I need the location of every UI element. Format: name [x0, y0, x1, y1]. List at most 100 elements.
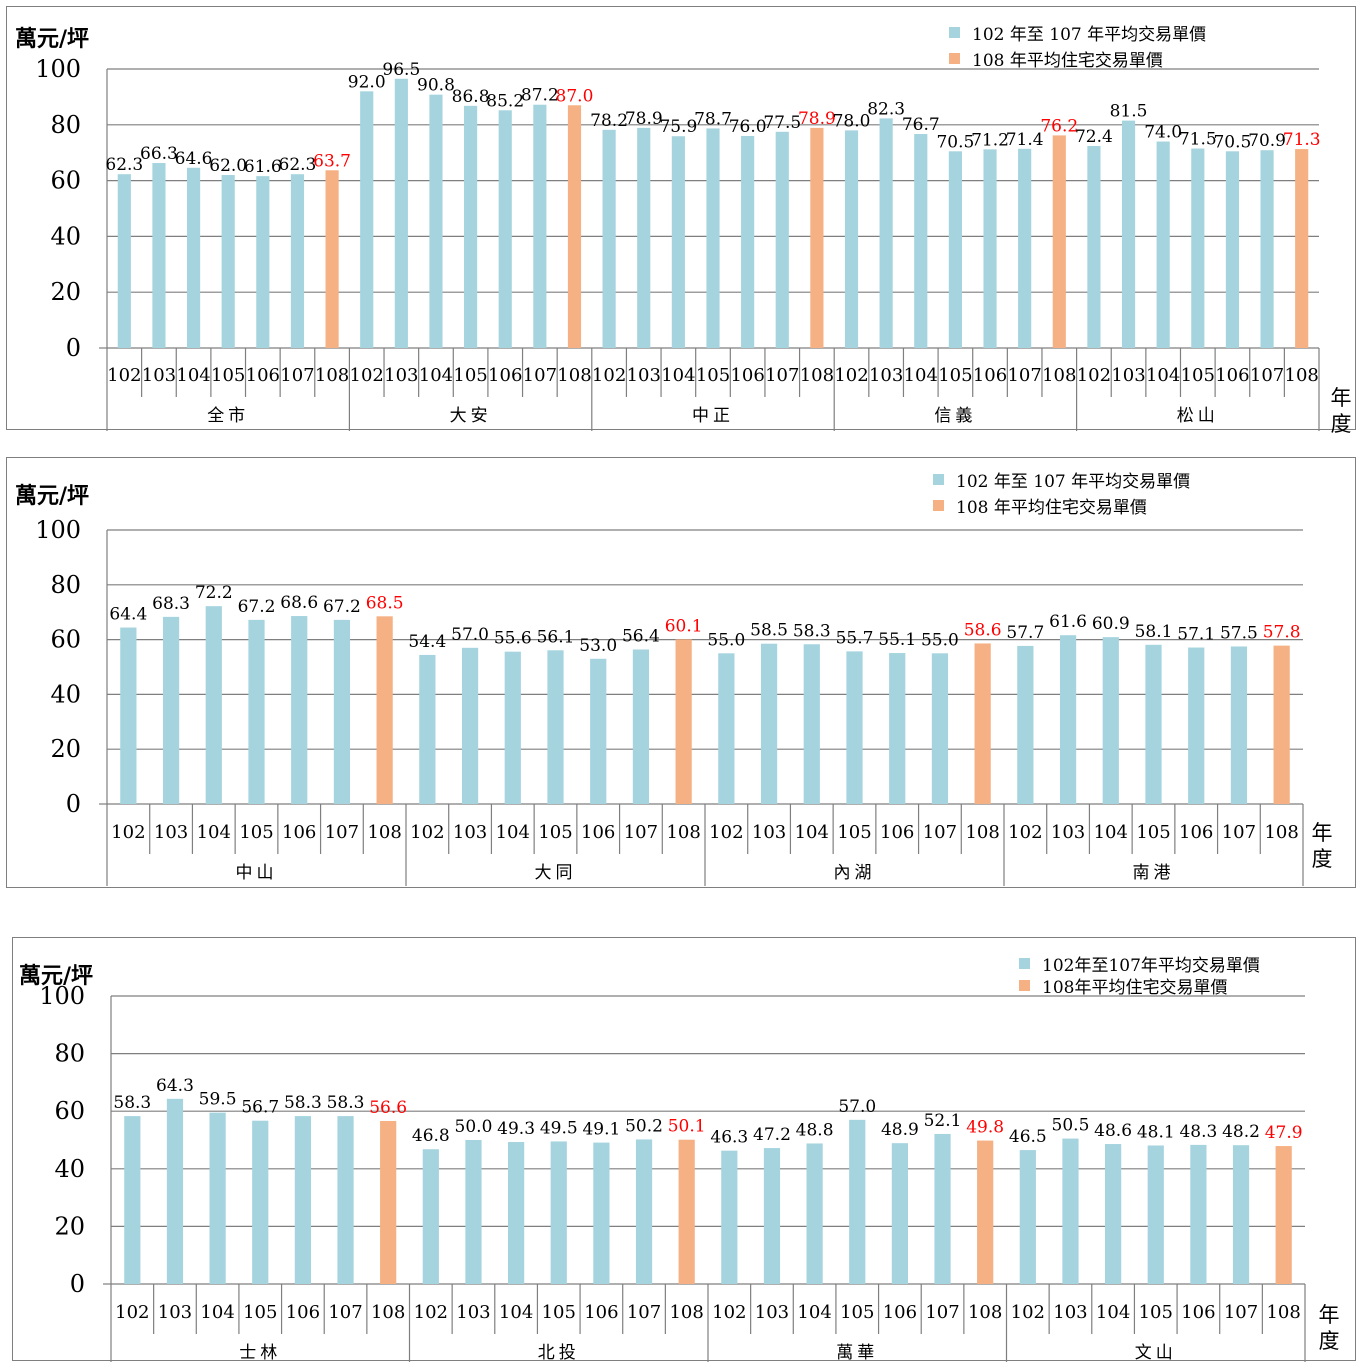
bar-prior	[914, 134, 928, 348]
data-label: 48.8	[796, 1120, 834, 1140]
bar-prior	[1121, 120, 1136, 349]
year-tick-label: 108	[1285, 365, 1319, 386]
x-axis-title-line-1: 年	[1311, 821, 1333, 845]
data-label: 78.9	[798, 109, 836, 129]
data-label: 70.5	[936, 132, 974, 152]
bar-prior	[124, 1116, 141, 1284]
bar-prior	[290, 174, 305, 348]
data-label: 78.7	[694, 109, 732, 129]
year-tick-label: 107	[765, 365, 799, 386]
bar-prior	[152, 163, 166, 348]
year-tick-label: 106	[883, 1302, 917, 1323]
bar-prior	[632, 649, 650, 804]
year-tick-label: 105	[239, 822, 273, 843]
bar-prior	[1260, 150, 1274, 348]
year-tick-label: 102	[834, 365, 868, 386]
x-axis-title-line-2: 度	[1330, 412, 1352, 436]
data-label: 57.1	[1177, 625, 1215, 645]
bar-prior	[934, 1133, 951, 1284]
data-label: 57.8	[1263, 623, 1301, 643]
data-label: 55.7	[836, 628, 874, 648]
year-tick-label: 107	[1222, 822, 1256, 843]
bar-108	[376, 616, 393, 804]
bar-prior	[1062, 1138, 1079, 1284]
year-tick-label: 105	[1181, 365, 1215, 386]
data-label: 82.3	[867, 99, 905, 119]
data-label: 57.0	[838, 1097, 876, 1117]
legend-label-prior: 102年至107年平均交易單價	[1042, 955, 1260, 976]
bar-prior	[291, 616, 308, 804]
y-tick-label: 60	[50, 626, 81, 654]
data-label: 78.9	[625, 109, 663, 129]
bar-prior	[637, 127, 651, 348]
bar-prior	[221, 175, 235, 348]
bar-chart-2: 0 20 40 60 80 100 64.4 102 68.3 103 72.2 104 67.2 105…	[35, 516, 1304, 886]
bar-prior	[1191, 148, 1205, 348]
year-tick-label: 104	[197, 822, 231, 843]
year-tick-label: 107	[1224, 1302, 1258, 1323]
data-label: 49.5	[540, 1118, 578, 1138]
year-tick-label: 103	[142, 365, 176, 386]
data-label: 66.3	[140, 144, 178, 164]
bar-prior	[248, 619, 265, 804]
bar-prior	[879, 118, 893, 349]
bar-prior	[1188, 647, 1205, 804]
data-label: 52.1	[924, 1111, 962, 1131]
chart-panel-3: 萬元/坪 102年至107年平均交易單價 108年平均住宅交易單價 年 度 0 2…	[12, 937, 1356, 1362]
bar-prior	[1059, 635, 1077, 804]
bar-prior	[844, 130, 859, 348]
year-tick-label: 102	[592, 365, 626, 386]
data-label: 62.3	[105, 155, 143, 175]
bar-108	[1273, 645, 1290, 804]
district-label: 中山	[236, 863, 278, 883]
data-label: 48.1	[1137, 1122, 1175, 1142]
data-label: 50.0	[455, 1117, 493, 1137]
y-tick-label: 0	[66, 790, 81, 818]
year-tick-label: 106	[973, 365, 1007, 386]
data-label: 96.5	[382, 60, 420, 80]
data-label: 55.0	[921, 630, 959, 650]
y-tick-label: 40	[50, 680, 81, 708]
bar-prior	[360, 91, 374, 348]
data-label: 76.0	[729, 117, 767, 137]
year-tick-label: 104	[1094, 822, 1128, 843]
bar-prior	[635, 1139, 653, 1284]
data-label: 70.9	[1248, 131, 1286, 151]
year-tick-label: 105	[840, 1302, 874, 1323]
bar-prior	[394, 78, 408, 348]
y-tick-label: 100	[35, 516, 81, 544]
legend-label-current: 108 年平均住宅交易單價	[956, 497, 1147, 518]
year-tick-label: 108	[315, 365, 349, 386]
district-label: 士林	[239, 1343, 281, 1362]
bar-108	[678, 1139, 695, 1284]
bar-prior	[775, 131, 789, 348]
bar-prior	[162, 616, 180, 804]
data-label: 61.6	[1049, 612, 1087, 632]
year-tick-label: 108	[965, 822, 999, 843]
bar-prior	[461, 647, 479, 804]
data-label: 57.0	[451, 625, 489, 645]
data-label: 71.4	[1006, 130, 1044, 150]
data-label: 61.6	[244, 157, 282, 177]
year-tick-label: 103	[1053, 1302, 1087, 1323]
year-tick-label: 107	[523, 365, 557, 386]
year-tick-label: 107	[328, 1302, 362, 1323]
data-label: 68.6	[280, 593, 318, 613]
bar-chart-3: 0 20 40 60 80 100 58.3 102 64.3 103 59.5 104 56.7 105…	[39, 982, 1306, 1362]
bar-108	[977, 1140, 994, 1284]
bar-108	[1295, 149, 1309, 348]
district-label: 南港	[1133, 863, 1175, 883]
y-tick-label: 20	[50, 278, 81, 306]
district-label: 中正	[692, 406, 734, 426]
year-tick-label: 106	[584, 1302, 618, 1323]
legend-swatch-current	[1019, 979, 1030, 991]
data-label: 55.1	[878, 630, 916, 650]
year-tick-label: 103	[755, 1302, 789, 1323]
data-label: 78.0	[833, 111, 871, 131]
data-label: 47.2	[753, 1125, 791, 1145]
year-tick-label: 106	[1181, 1302, 1215, 1323]
legend-label-prior: 102 年至 107 年平均交易單價	[956, 471, 1191, 492]
bar-prior	[252, 1120, 269, 1284]
year-tick-label: 105	[542, 1302, 576, 1323]
data-label: 70.5	[1213, 132, 1251, 152]
